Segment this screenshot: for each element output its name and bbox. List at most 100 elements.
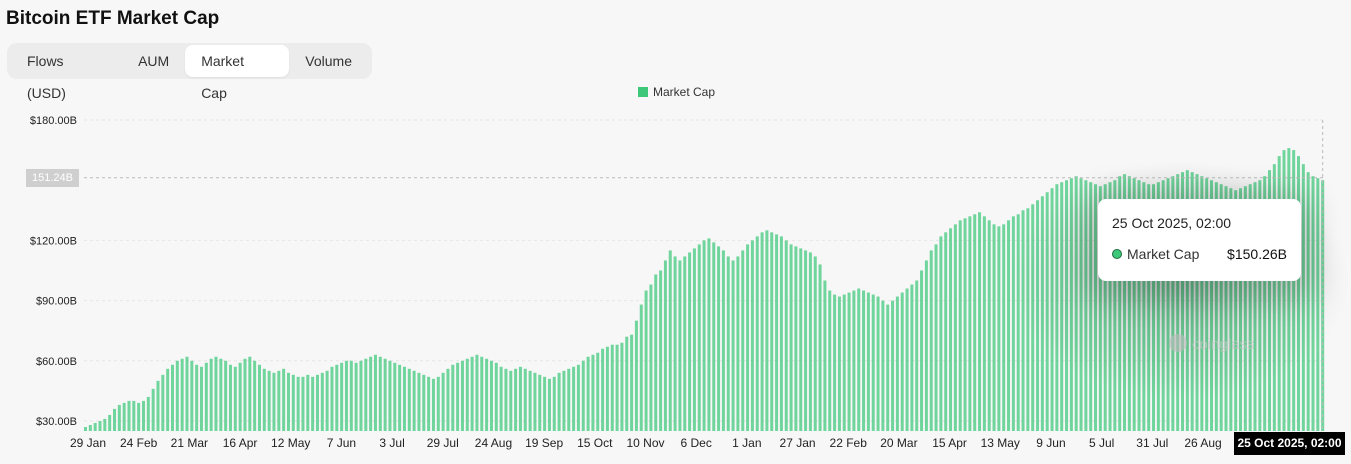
market-cap-bar[interactable]	[910, 284, 914, 431]
market-cap-bar[interactable]	[779, 236, 783, 431]
market-cap-bar[interactable]	[920, 270, 924, 431]
market-cap-bar[interactable]	[509, 370, 513, 431]
market-cap-bar[interactable]	[750, 240, 754, 431]
market-cap-bar[interactable]	[659, 270, 663, 431]
market-cap-bar[interactable]	[137, 402, 141, 431]
market-cap-bar[interactable]	[257, 364, 261, 431]
market-cap-bar[interactable]	[634, 320, 638, 431]
market-cap-bar[interactable]	[156, 380, 160, 431]
market-cap-bar[interactable]	[736, 256, 740, 431]
market-cap-bar[interactable]	[175, 360, 179, 431]
market-cap-bar[interactable]	[93, 422, 97, 431]
market-cap-bar[interactable]	[388, 360, 392, 431]
market-cap-bar[interactable]	[557, 372, 561, 431]
market-cap-bar[interactable]	[533, 372, 537, 431]
market-cap-bar[interactable]	[253, 360, 257, 431]
market-cap-bar[interactable]	[620, 342, 624, 431]
market-cap-bar[interactable]	[417, 372, 421, 431]
market-cap-bar[interactable]	[876, 296, 880, 431]
market-cap-bar[interactable]	[596, 352, 600, 431]
market-cap-bar[interactable]	[958, 220, 962, 431]
market-cap-bar[interactable]	[180, 358, 184, 431]
market-cap-bar[interactable]	[987, 220, 991, 431]
market-cap-bar[interactable]	[209, 358, 213, 431]
market-cap-bar[interactable]	[644, 290, 648, 431]
market-cap-bar[interactable]	[963, 218, 967, 431]
tab-flows[interactable]: Flows (USD)	[27, 53, 66, 101]
market-cap-bar[interactable]	[103, 418, 107, 431]
market-cap-bar[interactable]	[818, 264, 822, 431]
market-cap-bar[interactable]	[881, 300, 885, 431]
market-cap-bar[interactable]	[291, 374, 295, 431]
market-cap-bar[interactable]	[446, 368, 450, 431]
market-cap-bar[interactable]	[460, 360, 464, 431]
market-cap-bar[interactable]	[344, 360, 348, 431]
market-cap-bar[interactable]	[315, 374, 319, 431]
market-cap-bar[interactable]	[649, 284, 653, 431]
market-cap-bar[interactable]	[470, 356, 474, 431]
market-cap-bar[interactable]	[939, 236, 943, 431]
market-cap-bar[interactable]	[393, 362, 397, 431]
market-cap-bar[interactable]	[1016, 214, 1020, 431]
market-cap-bar[interactable]	[804, 250, 808, 431]
market-cap-bar[interactable]	[1007, 220, 1011, 431]
market-cap-bar[interactable]	[243, 358, 247, 431]
market-cap-bar[interactable]	[122, 402, 126, 431]
market-cap-bar[interactable]	[702, 240, 706, 431]
market-cap-bar[interactable]	[504, 368, 508, 431]
market-cap-bar[interactable]	[572, 366, 576, 431]
market-cap-bar[interactable]	[707, 238, 711, 431]
market-cap-bar[interactable]	[886, 304, 890, 431]
market-cap-bar[interactable]	[789, 244, 793, 431]
market-cap-bar[interactable]	[272, 372, 276, 431]
market-cap-bar[interactable]	[755, 236, 759, 431]
market-cap-bar[interactable]	[412, 370, 416, 431]
market-cap-bar[interactable]	[678, 260, 682, 431]
market-cap-bar[interactable]	[591, 354, 595, 431]
market-cap-bar[interactable]	[485, 358, 489, 431]
market-cap-bar[interactable]	[905, 288, 909, 431]
market-cap-bar[interactable]	[151, 388, 155, 431]
market-cap-bar[interactable]	[944, 232, 948, 431]
market-cap-bar[interactable]	[398, 364, 402, 431]
market-cap-bar[interactable]	[166, 368, 170, 431]
market-cap-bar[interactable]	[214, 356, 218, 431]
market-cap-bar[interactable]	[84, 426, 87, 431]
market-cap-bar[interactable]	[688, 252, 692, 431]
market-cap-bar[interactable]	[349, 360, 353, 431]
market-cap-bar[interactable]	[900, 292, 904, 431]
market-cap-bar[interactable]	[282, 368, 286, 431]
market-cap-bar[interactable]	[407, 368, 411, 431]
tab-market-cap[interactable]: Market Cap	[185, 45, 290, 101]
market-cap-bar[interactable]	[654, 274, 658, 432]
tab-aum[interactable]: AUM	[138, 53, 170, 69]
market-cap-bar[interactable]	[929, 250, 933, 431]
market-cap-bar[interactable]	[610, 344, 614, 431]
market-cap-bar[interactable]	[1011, 216, 1015, 431]
market-cap-bar[interactable]	[765, 230, 769, 431]
market-cap-bar[interactable]	[982, 216, 986, 431]
market-cap-bar[interactable]	[199, 366, 203, 431]
market-cap-bar[interactable]	[949, 228, 953, 431]
market-cap-bar[interactable]	[431, 378, 435, 431]
market-cap-bar[interactable]	[528, 370, 532, 431]
market-cap-bar[interactable]	[219, 358, 223, 431]
market-cap-bar[interactable]	[113, 408, 116, 431]
market-cap-bar[interactable]	[465, 358, 469, 431]
market-cap-bar[interactable]	[325, 370, 329, 431]
market-cap-bar[interactable]	[146, 396, 150, 431]
market-cap-bar[interactable]	[108, 414, 112, 431]
market-cap-bar[interactable]	[813, 256, 817, 431]
market-cap-bar[interactable]	[141, 400, 145, 431]
market-cap-bar[interactable]	[717, 246, 721, 431]
market-cap-bar[interactable]	[224, 360, 228, 431]
market-cap-bar[interactable]	[132, 400, 136, 431]
market-cap-bar[interactable]	[581, 360, 585, 431]
market-cap-bar[interactable]	[978, 212, 982, 431]
market-cap-bar[interactable]	[857, 288, 861, 431]
market-cap-bar[interactable]	[833, 294, 837, 431]
market-cap-bar[interactable]	[615, 344, 619, 431]
market-cap-bar[interactable]	[997, 226, 1001, 431]
market-cap-bar[interactable]	[277, 370, 281, 431]
market-cap-bar[interactable]	[808, 252, 812, 431]
